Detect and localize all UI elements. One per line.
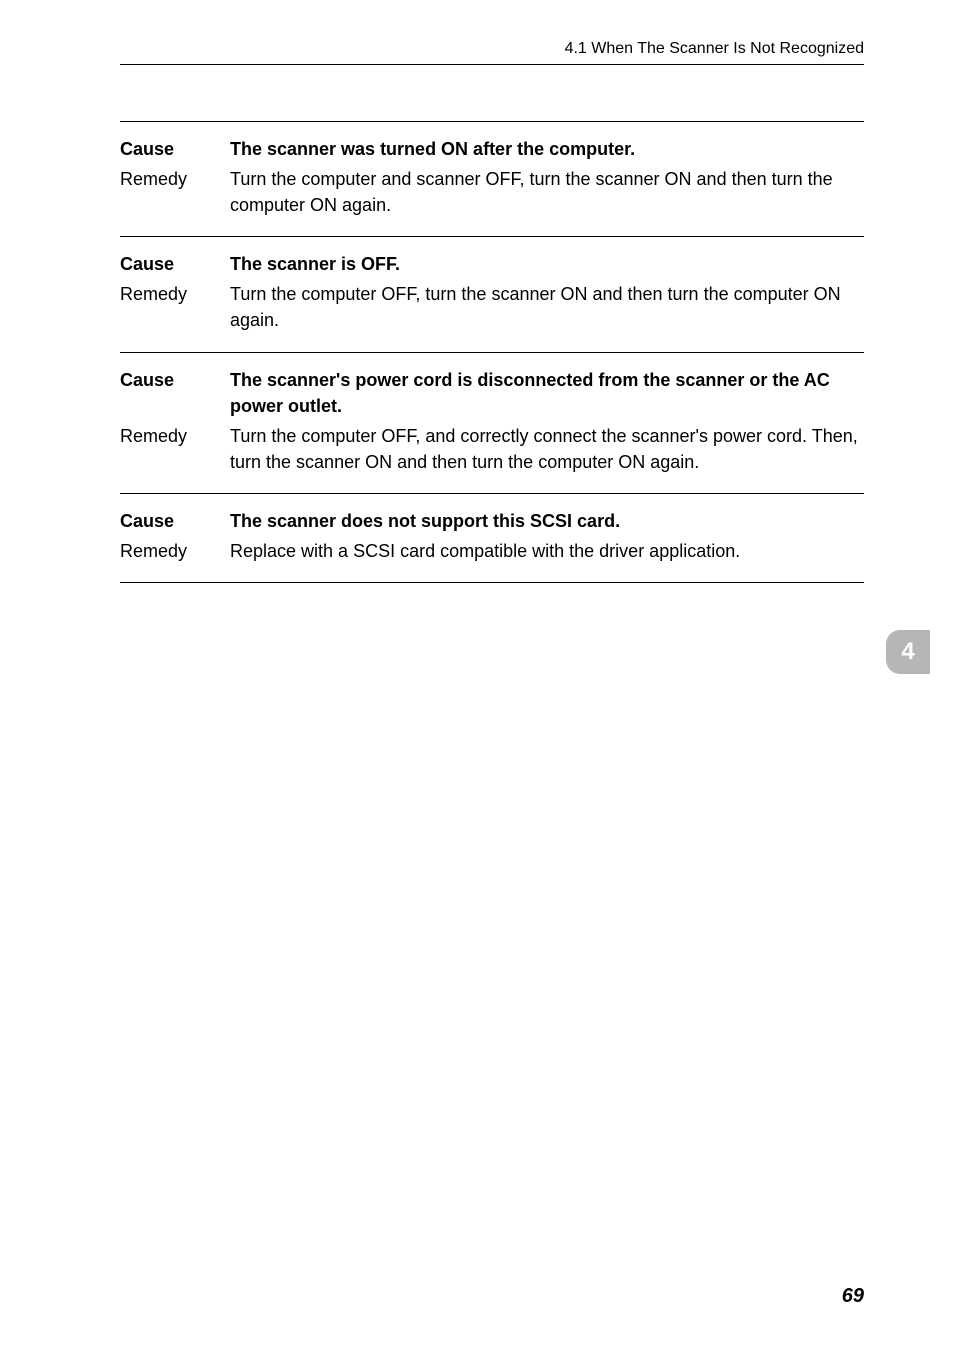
- row-label: Cause: [120, 508, 230, 534]
- row-content: Turn the computer OFF, and correctly con…: [230, 423, 864, 475]
- chapter-tab: 4: [886, 630, 930, 674]
- row-content: Turn the computer OFF, turn the scanner …: [230, 281, 864, 333]
- row-content: The scanner is OFF.: [230, 251, 864, 277]
- row-label: Cause: [120, 251, 230, 277]
- table-row: Remedy Turn the computer OFF, turn the s…: [120, 281, 864, 333]
- row-label: Cause: [120, 367, 230, 393]
- row-label: Remedy: [120, 281, 230, 307]
- row-content: The scanner's power cord is disconnected…: [230, 367, 864, 419]
- row-content: The scanner does not support this SCSI c…: [230, 508, 864, 534]
- row-label: Cause: [120, 136, 230, 162]
- row-content: Replace with a SCSI card compatible with…: [230, 538, 864, 564]
- header-text: 4.1 When The Scanner Is Not Recognized: [565, 40, 864, 57]
- document-page: 4.1 When The Scanner Is Not Recognized C…: [0, 0, 954, 1348]
- page-header: 4.1 When The Scanner Is Not Recognized: [120, 40, 864, 73]
- section: Cause The scanner is OFF. Remedy Turn th…: [120, 236, 864, 351]
- table-row: Remedy Turn the computer OFF, and correc…: [120, 423, 864, 475]
- chapter-tab-number: 4: [901, 638, 914, 666]
- row-label: Remedy: [120, 423, 230, 449]
- table-row: Remedy Turn the computer and scanner OFF…: [120, 166, 864, 218]
- troubleshooting-table: Cause The scanner was turned ON after th…: [120, 121, 864, 583]
- row-content: The scanner was turned ON after the comp…: [230, 136, 864, 162]
- table-row: Cause The scanner is OFF.: [120, 251, 864, 277]
- section: Cause The scanner was turned ON after th…: [120, 121, 864, 236]
- row-label: Remedy: [120, 538, 230, 564]
- section: Cause The scanner's power cord is discon…: [120, 352, 864, 493]
- page-number: 69: [842, 1285, 864, 1308]
- header-rule: [120, 64, 864, 65]
- row-content: Turn the computer and scanner OFF, turn …: [230, 166, 864, 218]
- table-row: Cause The scanner does not support this …: [120, 508, 864, 534]
- table-row: Remedy Replace with a SCSI card compatib…: [120, 538, 864, 564]
- section: Cause The scanner does not support this …: [120, 493, 864, 583]
- table-row: Cause The scanner was turned ON after th…: [120, 136, 864, 162]
- row-label: Remedy: [120, 166, 230, 192]
- table-row: Cause The scanner's power cord is discon…: [120, 367, 864, 419]
